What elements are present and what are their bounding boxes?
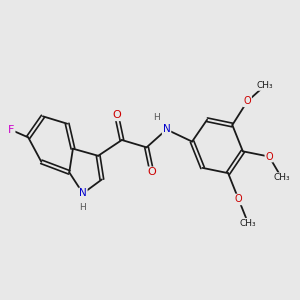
Text: H: H (153, 113, 159, 122)
Text: O: O (148, 167, 156, 177)
Text: O: O (265, 152, 273, 162)
Text: N: N (79, 188, 87, 198)
Text: H: H (80, 203, 86, 212)
Text: CH₃: CH₃ (240, 219, 256, 228)
Text: CH₃: CH₃ (256, 81, 273, 90)
Text: O: O (112, 110, 121, 120)
Text: N: N (163, 124, 170, 134)
Text: O: O (244, 96, 251, 106)
Text: CH₃: CH₃ (273, 173, 290, 182)
Text: O: O (235, 194, 242, 204)
Text: F: F (8, 125, 15, 135)
